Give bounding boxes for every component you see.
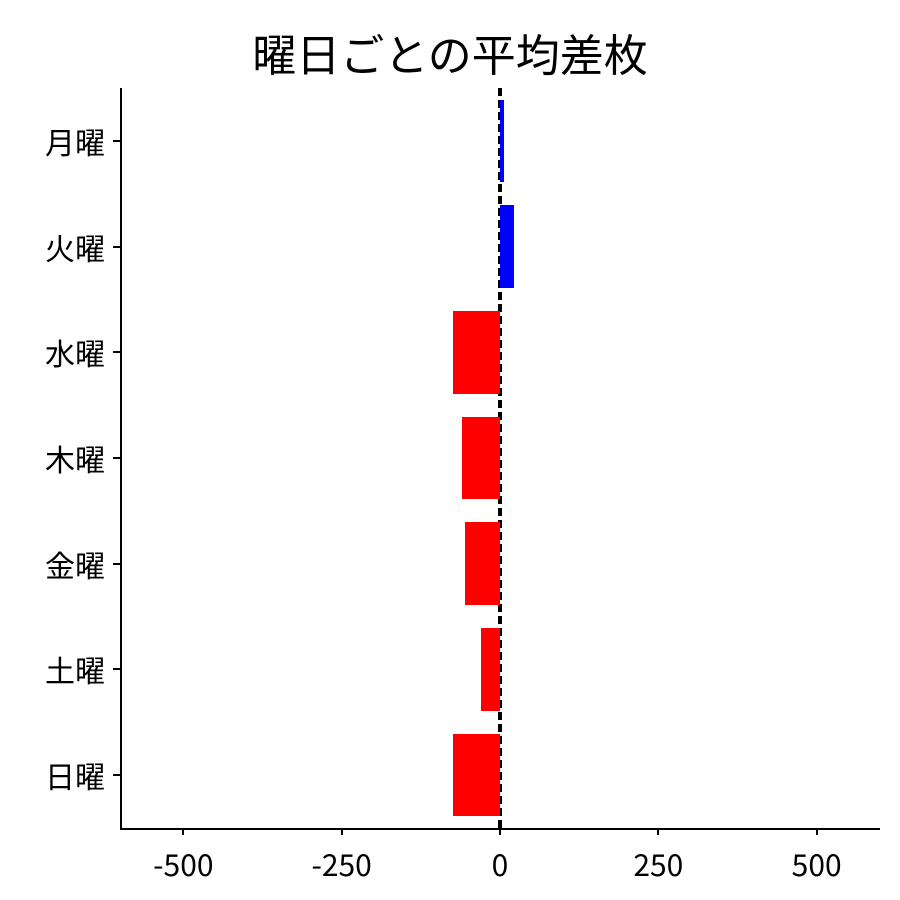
y-tick-label: 土曜 <box>45 647 105 691</box>
bar-土曜 <box>481 628 500 710</box>
y-tick-label: 金曜 <box>45 542 105 586</box>
y-axis-line <box>120 88 122 828</box>
chart-title: 曜日ごとの平均差枚 <box>0 20 900 84</box>
y-tick <box>113 246 120 248</box>
y-tick-label: 火曜 <box>45 225 105 269</box>
y-tick <box>113 457 120 459</box>
x-tick-label: -250 <box>311 841 371 885</box>
y-tick <box>113 140 120 142</box>
bar-日曜 <box>453 734 501 816</box>
y-tick <box>113 351 120 353</box>
x-tick <box>657 828 659 835</box>
x-tick <box>182 828 184 835</box>
y-tick-label: 月曜 <box>45 119 105 163</box>
bar-火曜 <box>500 205 514 287</box>
x-tick-label: 0 <box>492 841 509 885</box>
y-tick <box>113 774 120 776</box>
x-tick <box>816 828 818 835</box>
y-tick-label: 水曜 <box>45 330 105 374</box>
x-tick <box>499 828 501 835</box>
y-tick-label: 日曜 <box>45 753 105 797</box>
bar-月曜 <box>500 100 504 182</box>
y-tick <box>113 563 120 565</box>
bar-金曜 <box>465 522 500 604</box>
y-tick-label: 木曜 <box>45 436 105 480</box>
bar-水曜 <box>453 311 501 393</box>
bar-木曜 <box>462 417 500 499</box>
x-tick-label: 250 <box>633 841 683 885</box>
chart-container: 曜日ごとの平均差枚 -500 -250 0 250 500 月曜火曜水曜木曜金曜土曜日曜 <box>0 0 900 900</box>
x-tick-label: -500 <box>153 841 213 885</box>
x-tick-label: 500 <box>792 841 842 885</box>
y-tick <box>113 668 120 670</box>
plot-area <box>120 88 880 828</box>
x-tick <box>341 828 343 835</box>
